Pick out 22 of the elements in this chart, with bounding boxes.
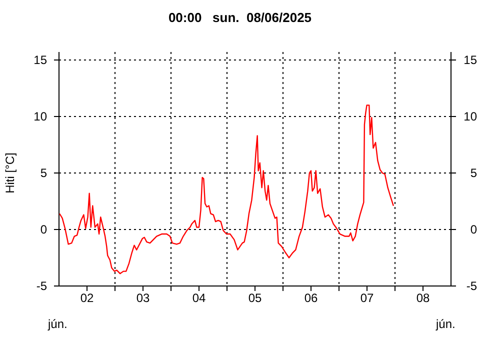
x-tick-label: 06 — [304, 291, 318, 305]
x-tick-label: 08 — [416, 291, 430, 305]
chart-title: 00:00 sun. 08/06/2025 — [168, 10, 312, 25]
text: jún. — [47, 317, 68, 331]
y2-tick-label: 5 — [470, 166, 478, 180]
line-series — [58, 104, 394, 274]
y-tick-label: 15 — [34, 53, 48, 67]
y-tick-label: 0 — [40, 222, 48, 236]
x-tick-label: 04 — [192, 291, 206, 305]
y2-tick-label: 15 — [464, 53, 478, 67]
y2-tick-label: -5 — [466, 279, 478, 293]
y-tick-label: 5 — [40, 166, 48, 180]
y-tick-label: 10 — [34, 110, 48, 124]
y-axis-title: Hiti [°C] — [3, 152, 17, 194]
text: jún. — [435, 317, 456, 331]
y2-tick-label: 0 — [470, 222, 478, 236]
x-tick-label: 03 — [136, 291, 150, 305]
y2-tick-label: 10 — [464, 110, 478, 124]
x-tick-label: 02 — [80, 291, 94, 305]
x-tick-label: 07 — [360, 291, 374, 305]
x-tick-label: 05 — [248, 291, 262, 305]
y-tick-label: -5 — [36, 279, 48, 293]
